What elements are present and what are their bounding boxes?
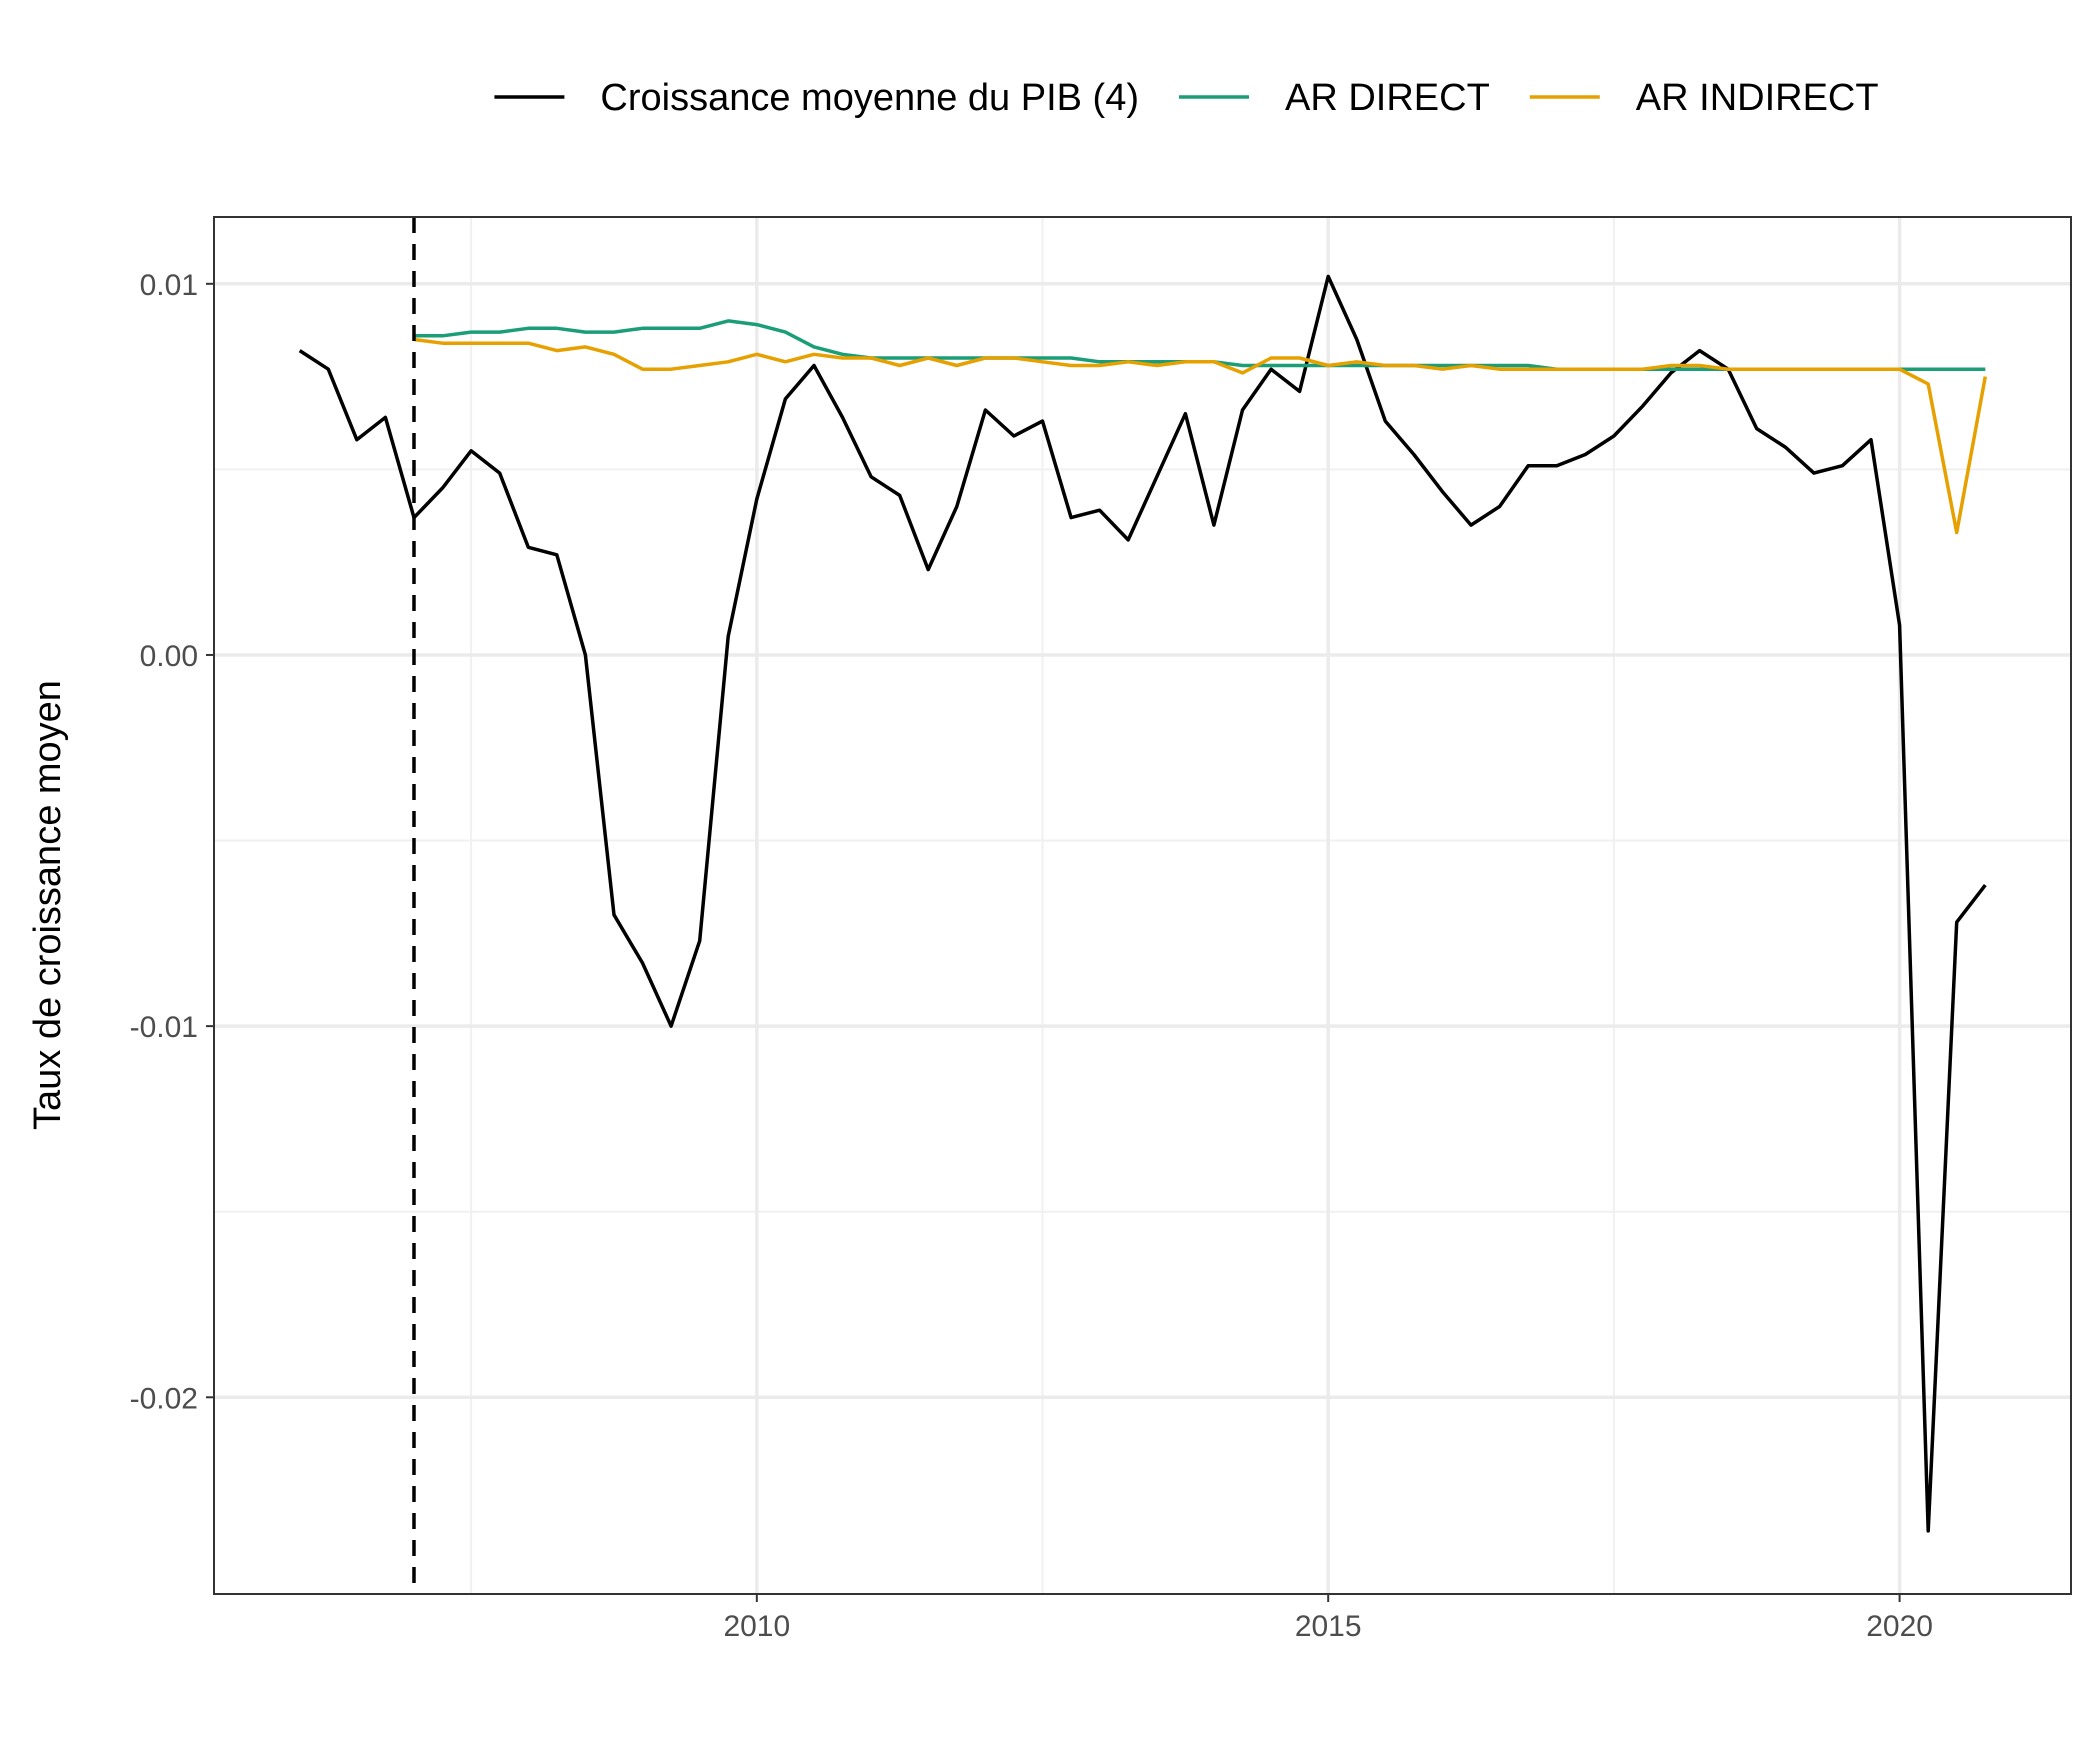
- plot-panel: [214, 217, 2071, 1594]
- x-tick-label: 2010: [723, 1610, 790, 1643]
- major-gridlines: [214, 217, 2071, 1594]
- x-tick-label: 2020: [1866, 1610, 1933, 1643]
- y-tick-label: -0.01: [130, 1011, 198, 1044]
- legend-label-3: AR INDIRECT: [1636, 77, 1879, 119]
- y-tick-label: 0.00: [140, 640, 198, 673]
- y-axis-title: Taux de croissance moyen: [27, 680, 69, 1130]
- y-tick-label: 0.01: [140, 269, 198, 302]
- y-axis: 0.01 0.00 -0.01 -0.02: [130, 269, 214, 1415]
- plot-border: [213, 216, 2072, 1595]
- series-line-3: [413, 337, 1988, 535]
- legend-label-1: Croissance moyenne du PIB (4): [600, 77, 1139, 119]
- y-tick-label: -0.02: [130, 1382, 198, 1415]
- series-layer: [298, 274, 1988, 1533]
- series-line-1: [298, 274, 1987, 1533]
- legend: Croissance moyenne du PIB (4) AR DIRECT AR…: [494, 77, 1879, 119]
- x-tick-label: 2015: [1295, 1610, 1362, 1643]
- x-axis: 2010 2015 2020: [723, 1594, 1933, 1643]
- minor-gridlines: [214, 217, 2071, 1594]
- legend-label-2: AR DIRECT: [1285, 77, 1490, 119]
